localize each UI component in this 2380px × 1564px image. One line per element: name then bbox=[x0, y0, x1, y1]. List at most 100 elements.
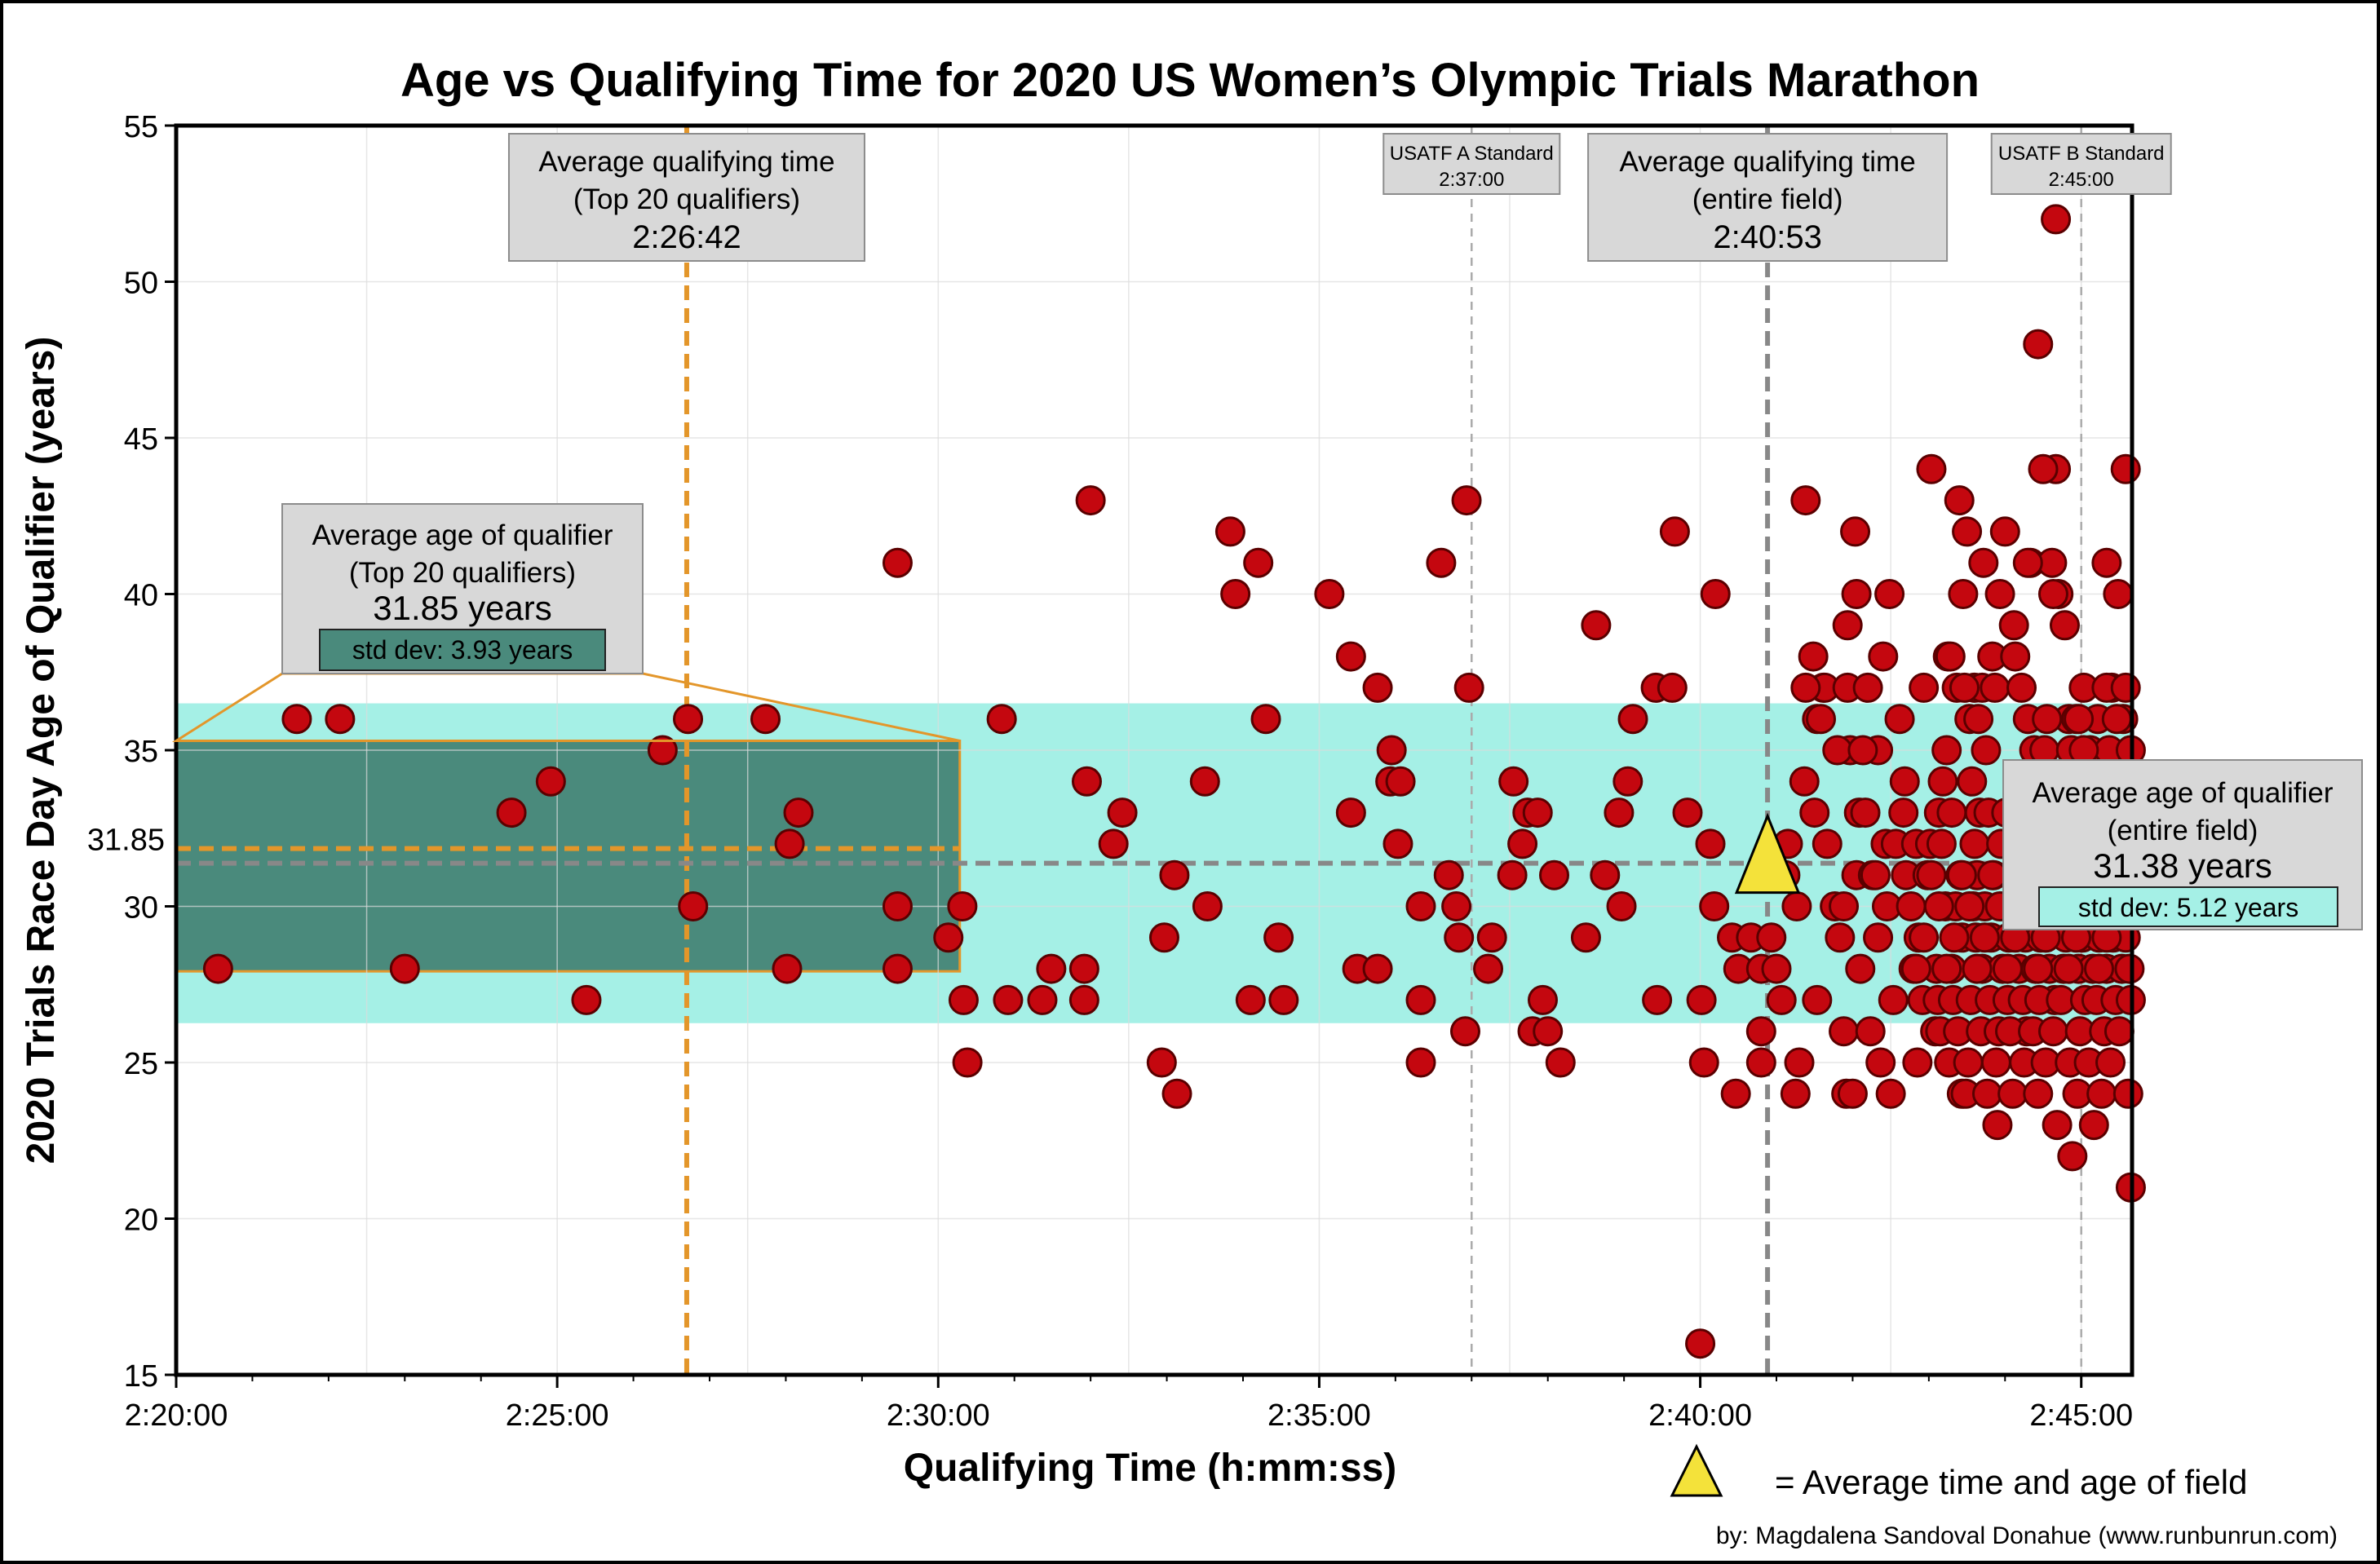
usatf-a-line2: 2:37:00 bbox=[1439, 169, 1504, 191]
data-point bbox=[1433, 859, 1464, 890]
data-point bbox=[1720, 1078, 1751, 1109]
data-point bbox=[202, 953, 233, 984]
data-point bbox=[2078, 1110, 2109, 1141]
data-point bbox=[1766, 984, 1797, 1015]
y-tick-label: 20 bbox=[124, 1204, 158, 1238]
field-time-line1: Average qualifying time bbox=[1620, 146, 1916, 178]
data-point bbox=[1980, 672, 2011, 703]
field-age-std-box bbox=[2038, 886, 2338, 927]
data-point bbox=[1784, 1047, 1815, 1078]
data-point bbox=[993, 984, 1024, 1015]
data-point bbox=[1027, 984, 1058, 1015]
data-point bbox=[1192, 891, 1223, 921]
data-point bbox=[1314, 579, 1345, 609]
data-point bbox=[1590, 859, 1621, 890]
x-tick-label: 2:25:00 bbox=[506, 1398, 609, 1433]
top20-age-line2: (Top 20 qualifiers) bbox=[349, 557, 576, 589]
data-point bbox=[1998, 610, 2029, 641]
credit-text: by: Magdalena Sandoval Donahue (www.runb… bbox=[1716, 1522, 2338, 1549]
y-tick-label: 35 bbox=[124, 735, 158, 769]
data-point bbox=[882, 547, 913, 578]
legend-average-label: = Average time and age of field bbox=[1775, 1463, 2247, 1501]
data-point bbox=[1382, 828, 1413, 859]
data-point bbox=[2101, 704, 2132, 735]
field-time-line2: (entire field) bbox=[1692, 183, 1843, 215]
data-point bbox=[933, 922, 964, 953]
data-point bbox=[1214, 516, 1245, 547]
data-point bbox=[325, 704, 356, 735]
data-point bbox=[1189, 766, 1220, 797]
data-point bbox=[952, 1047, 983, 1078]
y-tick-label: 15 bbox=[124, 1359, 158, 1394]
data-point bbox=[1916, 859, 1947, 890]
usatf-b-box bbox=[1990, 133, 2172, 195]
data-point bbox=[2084, 953, 2115, 984]
usatf-b-line2: 2:45:00 bbox=[2049, 169, 2114, 191]
data-point bbox=[1900, 953, 1931, 984]
data-point bbox=[1098, 828, 1129, 859]
x-tick-label: 2:40:00 bbox=[1648, 1398, 1752, 1433]
chart-title: Age vs Qualifying Time for 2020 US Women… bbox=[400, 54, 1980, 107]
data-point bbox=[1790, 485, 1821, 516]
data-point bbox=[2064, 704, 2095, 735]
data-point bbox=[1874, 579, 1905, 609]
data-point bbox=[1068, 953, 1099, 984]
data-point bbox=[1927, 766, 1958, 797]
data-point bbox=[1672, 797, 1703, 828]
data-point bbox=[1335, 641, 1366, 672]
data-point bbox=[1761, 953, 1792, 984]
data-point bbox=[1989, 516, 2020, 547]
data-point bbox=[2103, 579, 2134, 609]
data-point bbox=[1545, 1047, 1576, 1078]
data-point bbox=[1570, 922, 1601, 953]
data-point bbox=[1780, 1078, 1811, 1109]
data-point bbox=[1686, 984, 1717, 1015]
field-age-line2: (entire field) bbox=[2108, 815, 2258, 846]
data-point bbox=[1685, 1328, 1716, 1359]
data-point bbox=[1977, 859, 2008, 890]
y-tick-label: 40 bbox=[124, 579, 158, 613]
data-point bbox=[1789, 766, 1820, 797]
data-point bbox=[1837, 1078, 1868, 1109]
data-point bbox=[678, 891, 709, 921]
x-tick-label: 2:45:00 bbox=[2029, 1398, 2133, 1433]
data-point bbox=[1444, 922, 1475, 953]
top20-age-line1: Average age of qualifier bbox=[312, 519, 613, 551]
data-point bbox=[1946, 859, 1977, 890]
data-point bbox=[2057, 1141, 2088, 1172]
data-point bbox=[1700, 579, 1731, 609]
data-point bbox=[1902, 1047, 1933, 1078]
data-point bbox=[1263, 922, 1294, 953]
data-point bbox=[1963, 704, 1994, 735]
data-point bbox=[1497, 859, 1528, 890]
data-point bbox=[1075, 485, 1106, 516]
data-point bbox=[948, 984, 979, 1015]
data-point bbox=[1146, 1047, 1177, 1078]
plot-area: 2:20:00 2:25:00 2:30:00 2:35:00 2:40:00 2:45:… bbox=[87, 110, 2363, 1433]
data-point bbox=[1385, 766, 1416, 797]
x-tick-label: 2:35:00 bbox=[1267, 1398, 1371, 1433]
data-point bbox=[750, 704, 781, 735]
data-point bbox=[1617, 704, 1648, 735]
data-point bbox=[882, 891, 913, 921]
data-point bbox=[2049, 610, 2080, 641]
data-point bbox=[1939, 922, 1970, 953]
data-point bbox=[1971, 1078, 2002, 1109]
data-point bbox=[2006, 672, 2037, 703]
data-point bbox=[1847, 735, 1878, 766]
data-point bbox=[1362, 953, 1393, 984]
data-point bbox=[1997, 1078, 2028, 1109]
data-point bbox=[1909, 922, 1940, 953]
data-point bbox=[1699, 891, 1730, 921]
data-point bbox=[1806, 704, 1836, 735]
x-tick-label: 2:30:00 bbox=[887, 1398, 990, 1433]
data-point bbox=[1944, 485, 1975, 516]
data-point bbox=[1107, 797, 1138, 828]
data-point bbox=[2000, 641, 2031, 672]
data-point bbox=[2110, 672, 2141, 703]
x-axis-label: Qualifying Time (h:mm:ss) bbox=[904, 1447, 1397, 1490]
top20-time-line1: Average qualifying time bbox=[538, 146, 834, 178]
data-point bbox=[2042, 1110, 2073, 1141]
top20-time-value: 2:26:42 bbox=[632, 219, 741, 255]
